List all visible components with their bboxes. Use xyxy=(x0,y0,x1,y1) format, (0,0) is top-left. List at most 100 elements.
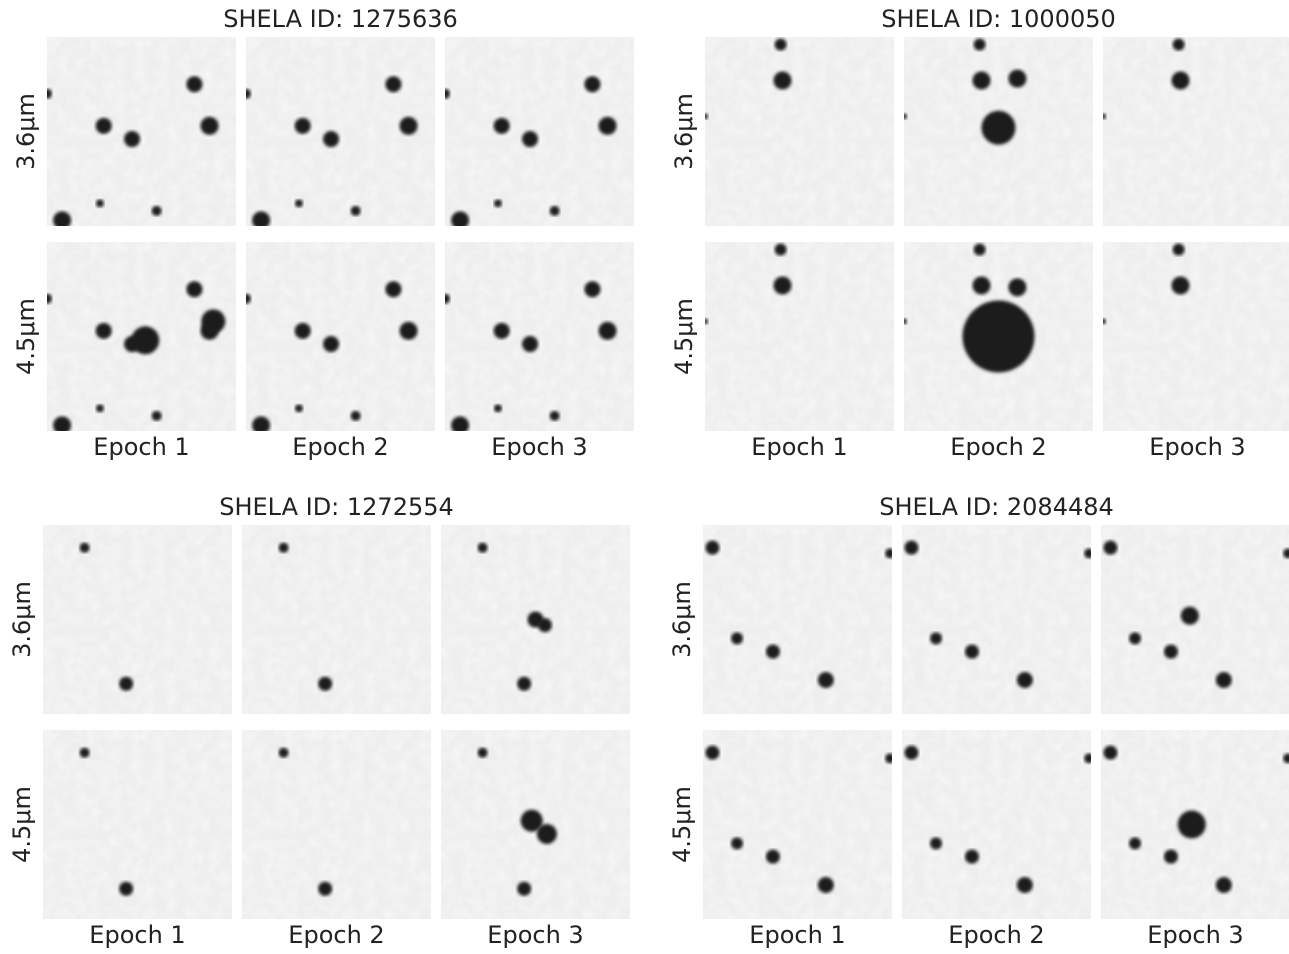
cutout-image xyxy=(902,730,1094,919)
column-label: Epoch 2 xyxy=(948,921,1044,949)
source xyxy=(323,131,339,147)
cutout-image xyxy=(703,730,895,919)
source xyxy=(584,281,600,297)
source xyxy=(323,336,339,352)
source xyxy=(702,318,708,324)
source xyxy=(478,543,488,553)
source xyxy=(494,404,502,412)
column-label: Epoch 1 xyxy=(93,433,189,461)
source xyxy=(53,211,71,229)
source xyxy=(400,322,418,340)
row-label: 3.6μm xyxy=(8,581,36,658)
source xyxy=(1103,746,1117,760)
panel: SHELA ID: 1000050 3.6μm 4.5μm Epoch 1 Epoch … xyxy=(670,5,1289,461)
source xyxy=(440,294,450,304)
column-label: Epoch 3 xyxy=(1147,921,1243,949)
source xyxy=(279,543,289,553)
cutout-image xyxy=(42,242,236,434)
source xyxy=(385,281,401,297)
source xyxy=(972,276,990,294)
source xyxy=(982,111,1016,145)
source xyxy=(766,645,780,659)
image-noise xyxy=(902,525,1091,714)
source xyxy=(901,318,907,324)
row-label: 3.6μm xyxy=(668,581,696,658)
source xyxy=(53,416,71,434)
source xyxy=(124,131,140,147)
source xyxy=(974,39,986,51)
source xyxy=(80,543,90,553)
column-label: Epoch 2 xyxy=(950,433,1046,461)
row-label: 4.5μm xyxy=(668,786,696,863)
cutout-image xyxy=(241,37,435,229)
cutout-image xyxy=(43,525,232,714)
source xyxy=(1216,672,1232,688)
source xyxy=(1164,645,1178,659)
source xyxy=(451,416,469,434)
source xyxy=(1084,548,1094,558)
source xyxy=(131,326,159,354)
source xyxy=(1164,850,1178,864)
source xyxy=(1178,811,1206,839)
source xyxy=(537,824,557,844)
source xyxy=(1171,276,1189,294)
panel-title: SHELA ID: 1275636 xyxy=(223,5,458,33)
image-noise xyxy=(242,730,431,919)
source xyxy=(550,411,560,421)
source xyxy=(965,850,979,864)
panel-title: SHELA ID: 1272554 xyxy=(219,493,454,521)
row-label: 3.6μm xyxy=(670,93,698,170)
column-label: Epoch 1 xyxy=(751,433,847,461)
figure: SHELA ID: 1275636 3.6μm 4.5μm Epoch 1 Epoch … xyxy=(0,0,1289,954)
source xyxy=(295,323,311,339)
source xyxy=(295,199,303,207)
source xyxy=(351,206,361,216)
source xyxy=(1173,39,1185,51)
source xyxy=(1100,113,1106,119)
source xyxy=(818,672,834,688)
source xyxy=(963,301,1035,373)
source xyxy=(1008,278,1026,296)
source xyxy=(351,411,361,421)
source xyxy=(930,632,942,644)
column-label: Epoch 1 xyxy=(749,921,845,949)
cutout-image xyxy=(1100,242,1289,431)
source xyxy=(522,336,538,352)
cutout-image xyxy=(901,37,1093,226)
source xyxy=(1008,70,1026,88)
source xyxy=(1129,837,1141,849)
source xyxy=(318,882,332,896)
source xyxy=(295,118,311,134)
source xyxy=(152,411,162,421)
source xyxy=(584,76,600,92)
source xyxy=(885,548,895,558)
source xyxy=(1017,672,1033,688)
column-label: Epoch 3 xyxy=(487,921,583,949)
cutout-image xyxy=(703,525,895,714)
cutout-image xyxy=(42,37,236,229)
image-noise xyxy=(1103,242,1289,431)
source xyxy=(705,746,719,760)
source xyxy=(494,118,510,134)
source xyxy=(400,117,418,135)
source xyxy=(901,113,907,119)
source xyxy=(1181,607,1199,625)
source xyxy=(440,89,450,99)
source xyxy=(1129,632,1141,644)
row-label: 4.5μm xyxy=(670,298,698,375)
cutout-image xyxy=(1101,730,1289,919)
panel-title: SHELA ID: 1000050 xyxy=(881,5,1116,33)
row-label: 3.6μm xyxy=(12,93,40,170)
cutout-image xyxy=(902,525,1094,714)
image-noise xyxy=(43,525,232,714)
cutout-image xyxy=(1101,525,1289,714)
image-noise xyxy=(703,525,892,714)
cutout-image xyxy=(242,525,431,714)
cutout-image xyxy=(901,242,1093,431)
source xyxy=(517,677,531,691)
source xyxy=(201,117,219,135)
image-noise xyxy=(705,37,894,226)
source xyxy=(538,618,552,632)
cutout-image xyxy=(702,242,894,431)
